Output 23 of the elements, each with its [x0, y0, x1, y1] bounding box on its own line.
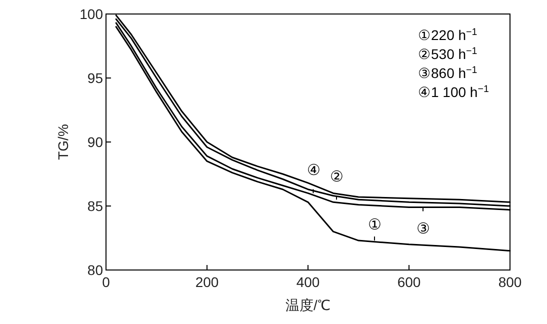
x-tick-label: 200	[195, 274, 219, 290]
y-tick-label: 85	[87, 198, 104, 214]
series-label: ①	[368, 216, 381, 242]
annotation: ④1 100 h$^{−1}$	[418, 84, 489, 100]
y-tick-label: 80	[87, 262, 104, 278]
series-label: ④	[306, 162, 320, 194]
x-tick-label: 400	[296, 274, 320, 290]
annotation: ③860 h$^{−1}$	[418, 64, 478, 81]
y-tick-label: 90	[87, 134, 104, 150]
series-label: ②	[330, 168, 343, 200]
y-tick-label: 100	[80, 6, 104, 22]
series-label: ②	[330, 168, 343, 186]
series-label: ①	[368, 216, 381, 234]
x-axis-title: 温度/℃	[286, 297, 330, 313]
x-tick-label: 600	[397, 274, 421, 290]
y-axis-title: TG/%	[55, 124, 71, 160]
legend-label: ③	[416, 220, 430, 238]
y-tick-label: 95	[87, 70, 104, 86]
x-tick-label: 0	[102, 274, 110, 290]
x-tick-label: 800	[498, 274, 522, 290]
annotation: ①220 h$^{−1}$	[418, 26, 478, 43]
series-label: ④	[306, 162, 320, 180]
annotation: ②530 h$^{−1}$	[418, 46, 478, 62]
